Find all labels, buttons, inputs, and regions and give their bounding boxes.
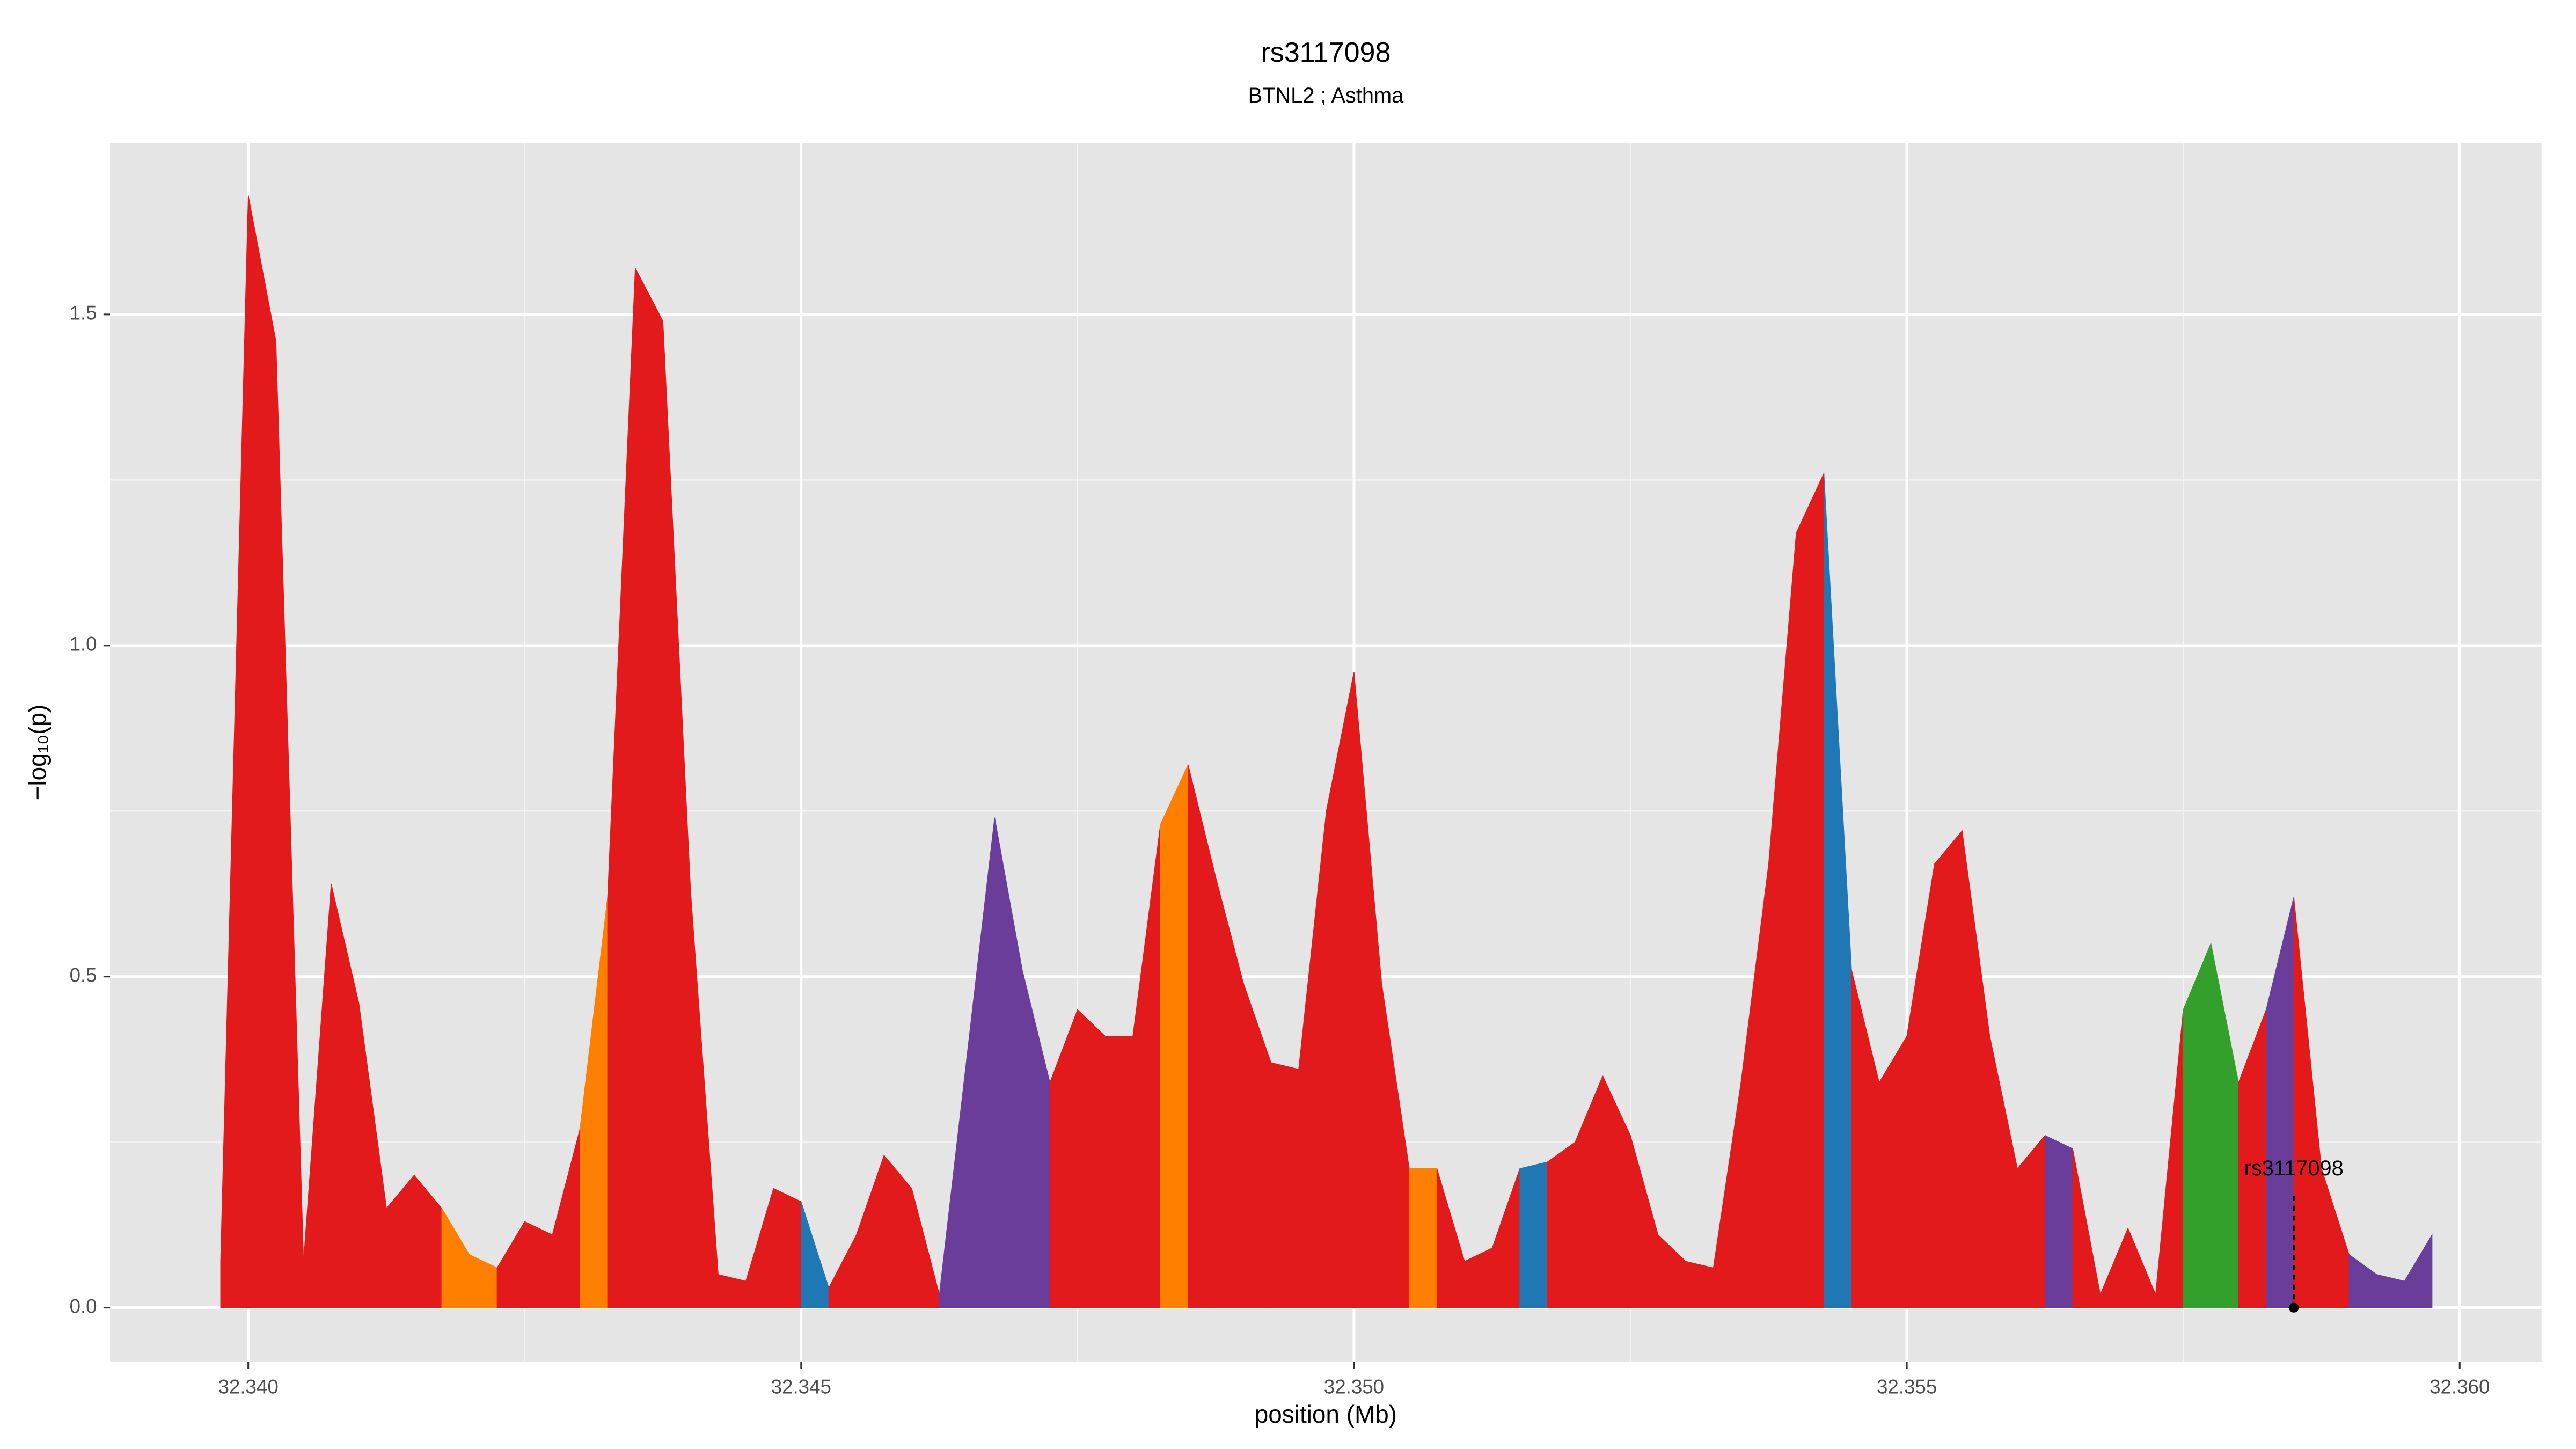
area-segment (1685, 1261, 1714, 1308)
x-tick-label: 32.340 (218, 1375, 278, 1397)
x-tick-label: 32.360 (2429, 1375, 2490, 1397)
area-segment (1519, 1161, 1548, 1308)
area-segment (635, 268, 663, 1308)
marks: rs3117098 (220, 195, 2433, 1313)
area-segment (1160, 764, 1189, 1308)
area-segment (1104, 1036, 1133, 1308)
area-segment (1878, 1035, 1907, 1308)
area-segment (248, 195, 276, 1308)
annotation-point (2289, 1302, 2299, 1313)
y-tick-label: 1.5 (70, 302, 97, 324)
annotation-label: rs3117098 (2244, 1157, 2344, 1180)
area-segment (1796, 473, 1825, 1308)
x-tick-label: 32.345 (771, 1375, 831, 1397)
chart-title: rs3117098 (1261, 37, 1391, 68)
y-tick-label: 0.5 (70, 964, 97, 986)
x-tick-label: 32.350 (1324, 1375, 1384, 1397)
area-segment (2404, 1233, 2433, 1308)
area-segment (1934, 830, 1963, 1308)
y-tick-label: 1.0 (70, 633, 97, 655)
area-segment (1077, 1008, 1106, 1308)
area-segment (524, 1221, 553, 1308)
y-axis-label: −log₁₀(p) (24, 705, 52, 801)
x-tick-label: 32.355 (1877, 1375, 1937, 1397)
chart-subtitle: BTNL2 ; Asthma (1248, 84, 1404, 107)
x-axis-label: position (Mb) (1255, 1400, 1397, 1428)
area-segment (2045, 1135, 2073, 1308)
area-segment (1547, 1141, 1576, 1308)
area-segment (1270, 1062, 1299, 1308)
area-segment (1409, 1168, 1438, 1308)
area-segment (773, 1188, 802, 1308)
y-tick-label: 0.0 (70, 1295, 97, 1317)
